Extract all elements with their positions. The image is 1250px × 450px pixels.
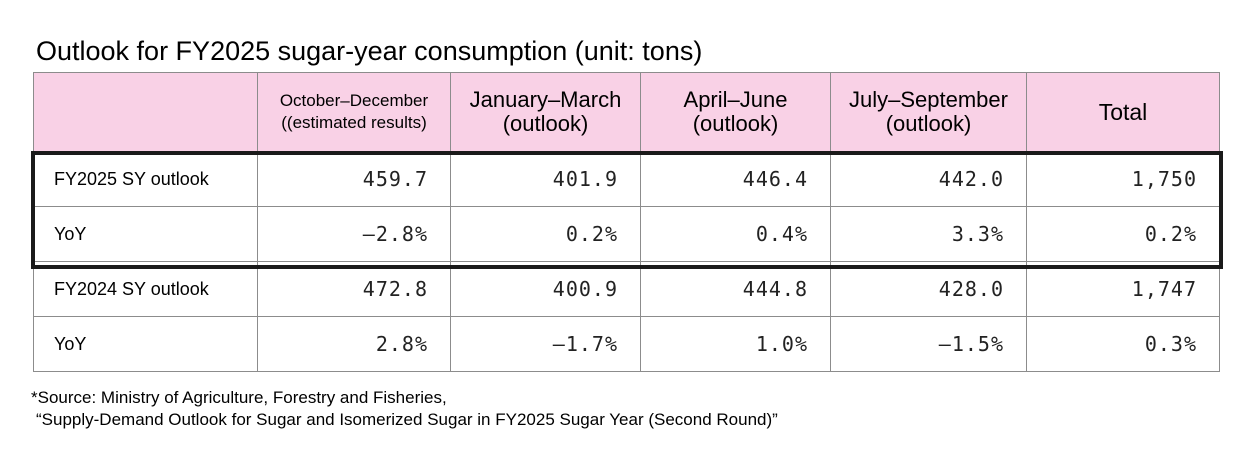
header-corner — [33, 72, 258, 152]
table-cell: 428.0 — [830, 261, 1027, 317]
column-header-line1: July–September — [849, 87, 1008, 112]
row-label: YoY — [33, 316, 258, 372]
table-cell: 400.9 — [450, 261, 641, 317]
table-cell: 1,750 — [1026, 151, 1220, 207]
column-header-line2: (outlook) — [502, 111, 589, 136]
column-header-line2: ((estimated results) — [281, 113, 427, 132]
column-header-line1: April–June — [683, 87, 788, 112]
table-cell: 1,747 — [1026, 261, 1220, 317]
table-cell: 442.0 — [830, 151, 1027, 207]
table-row: YoY —2.8% 0.2% 0.4% 3.3% 0.2% — [33, 206, 1220, 262]
table-cell: —1.7% — [450, 316, 641, 372]
table-cell: 0.4% — [640, 206, 831, 262]
consumption-table: October–December ((estimated results) Ja… — [33, 72, 1220, 372]
table-cell: 0.3% — [1026, 316, 1220, 372]
table-cell: 2.8% — [257, 316, 451, 372]
row-label: FY2024 SY outlook — [33, 261, 258, 317]
table-cell: 3.3% — [830, 206, 1027, 262]
column-header-line1: January–March — [469, 87, 622, 112]
table-row: FY2024 SY outlook 472.8 400.9 444.8 428.… — [33, 261, 1220, 317]
source-line1: *Source: Ministry of Agriculture, Forest… — [31, 388, 447, 407]
column-header-line2: (outlook) — [692, 111, 779, 136]
source-note: *Source: Ministry of Agriculture, Forest… — [31, 387, 778, 431]
column-header-line1: Total — [1098, 99, 1148, 125]
column-header-jul-sep: July–September (outlook) — [830, 72, 1027, 152]
column-header-oct-dec: October–December ((estimated results) — [257, 72, 451, 152]
table-cell: 459.7 — [257, 151, 451, 207]
row-label: FY2025 SY outlook — [33, 151, 258, 207]
column-header-line1: October–December — [279, 91, 429, 110]
table-cell: 444.8 — [640, 261, 831, 317]
source-line2: “Supply-Demand Outlook for Sugar and Iso… — [36, 410, 778, 429]
header-row: October–December ((estimated results) Ja… — [33, 72, 1220, 152]
table-cell: 401.9 — [450, 151, 641, 207]
column-header-line2: (outlook) — [885, 111, 972, 136]
table-cell: 446.4 — [640, 151, 831, 207]
column-header-apr-jun: April–June (outlook) — [640, 72, 831, 152]
row-label: YoY — [33, 206, 258, 262]
table-cell: 0.2% — [1026, 206, 1220, 262]
table-cell: —1.5% — [830, 316, 1027, 372]
table-row: FY2025 SY outlook 459.7 401.9 446.4 442.… — [33, 151, 1220, 207]
table-cell: —2.8% — [257, 206, 451, 262]
chart-title: Outlook for FY2025 sugar-year consumptio… — [36, 36, 703, 66]
column-header-jan-mar: January–March (outlook) — [450, 72, 641, 152]
table-row: YoY 2.8% —1.7% 1.0% —1.5% 0.3% — [33, 316, 1220, 372]
table-cell: 1.0% — [640, 316, 831, 372]
column-header-total: Total — [1026, 72, 1220, 152]
table-cell: 472.8 — [257, 261, 451, 317]
table-cell: 0.2% — [450, 206, 641, 262]
